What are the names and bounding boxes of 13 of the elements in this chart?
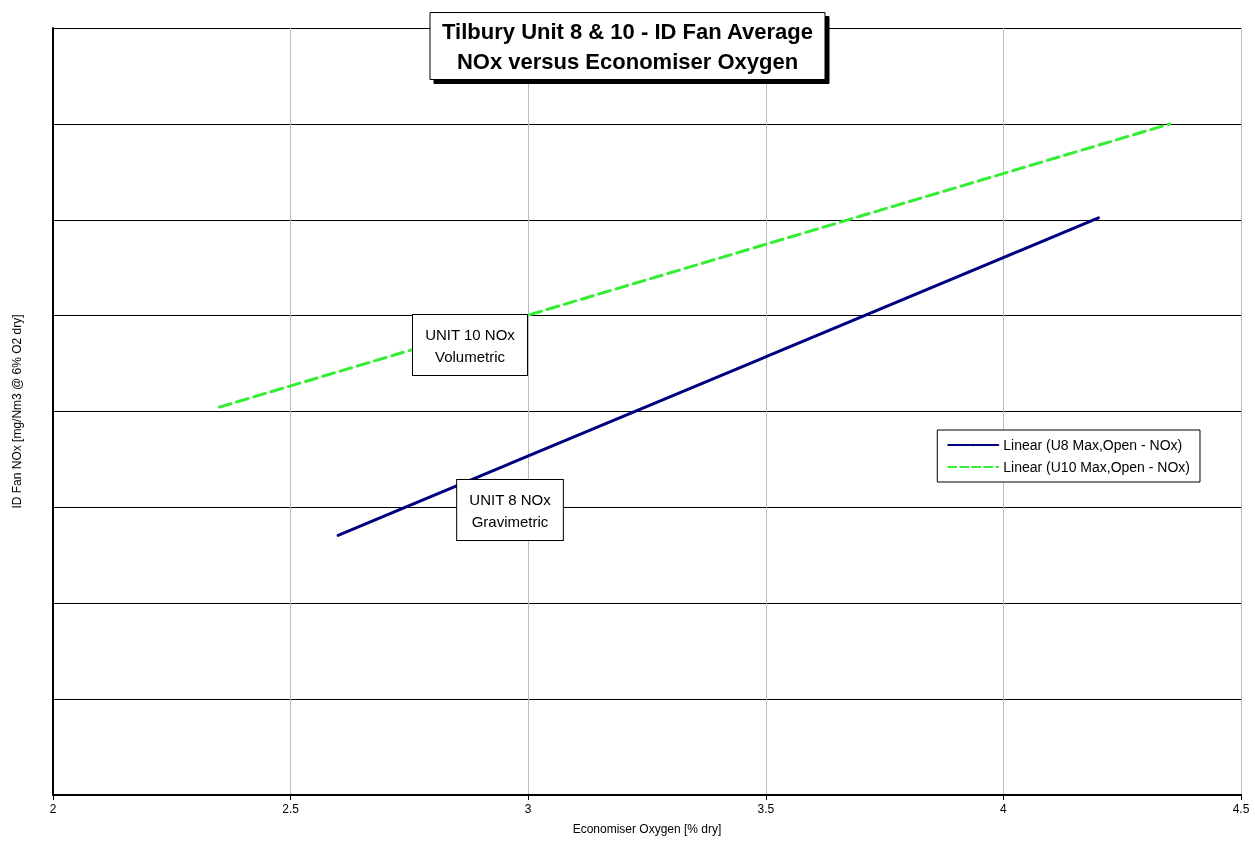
- annotation: UNIT 8 NOx Gravimetric: [469, 490, 552, 530]
- legend-label: Linear (U10 Max,Open - NOx): [1003, 459, 1190, 475]
- legend-label: Linear (U8 Max,Open - NOx): [1003, 437, 1183, 453]
- x-tick-label: 4.5: [1232, 802, 1250, 816]
- chart-title: Tilbury Unit 8 & 10 - ID Fan Average NOx versus Economiser Oxygen: [442, 18, 813, 74]
- y-axis-title: ID Fan NOx [mg/Nm3 @ 6% O2 dry]: [10, 314, 24, 509]
- x-tick-label: 4: [1000, 802, 1008, 816]
- x-tick-label: 2.5: [282, 802, 300, 816]
- x-tick-label: 3: [524, 802, 532, 816]
- x-axis-title: Economiser Oxygen [% dry]: [572, 822, 722, 836]
- x-tick-label: 2: [49, 802, 57, 816]
- annotation: UNIT 10 NOx Volumetric: [425, 325, 516, 365]
- x-tick-label: 3.5: [757, 802, 775, 816]
